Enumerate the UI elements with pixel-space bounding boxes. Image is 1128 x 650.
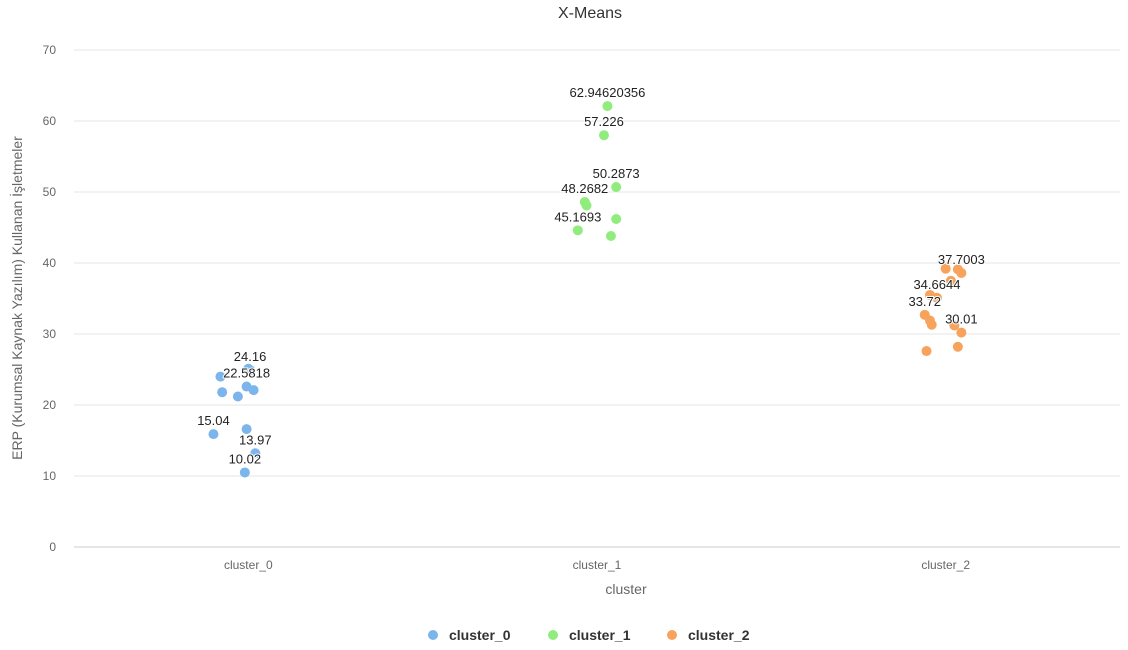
x-axis-ticks: cluster_0 cluster_1 cluster_2 [224, 558, 970, 572]
y-tick-label: 10 [43, 469, 57, 483]
y-tick-label: 0 [49, 540, 56, 554]
scatter-point-cluster-1[interactable] [605, 231, 616, 242]
scatter-point-cluster-1[interactable] [572, 225, 583, 236]
legend: cluster_0 cluster_1 cluster_2 [428, 627, 750, 643]
scatter-point-cluster-0[interactable] [250, 448, 261, 459]
legend-item-cluster-0[interactable]: cluster_0 [428, 627, 511, 643]
legend-label: cluster_1 [569, 627, 631, 643]
data-label: 57.226 [584, 114, 624, 129]
data-label: 62.94620356 [569, 85, 645, 100]
data-label: 33.72 [908, 294, 941, 309]
data-label: 10.02 [229, 451, 262, 466]
scatter-point-cluster-0[interactable] [208, 429, 219, 440]
data-label: 50.2873 [593, 166, 640, 181]
data-label: 45.1693 [554, 209, 601, 224]
y-tick-label: 40 [43, 256, 57, 270]
data-label: 48.2682 [561, 181, 608, 196]
scatter-point-cluster-1[interactable] [611, 182, 622, 193]
y-axis-ticks: 0 10 20 30 40 50 60 70 [43, 43, 57, 554]
data-label: 13.97 [239, 432, 272, 447]
scatter-point-cluster-1[interactable] [581, 200, 592, 211]
y-tick-label: 60 [43, 114, 57, 128]
legend-marker [667, 630, 677, 640]
scatter-point-cluster-2[interactable] [931, 292, 942, 303]
x-tick-label: cluster_0 [224, 558, 273, 572]
y-tick-label: 30 [43, 327, 57, 341]
y-tick-label: 20 [43, 398, 57, 412]
scatter-point-cluster-0[interactable] [217, 387, 228, 398]
legend-label: cluster_2 [688, 627, 750, 643]
points-layer [208, 101, 967, 478]
data-label: 15.04 [197, 413, 230, 428]
scatter-point-cluster-2[interactable] [952, 341, 963, 352]
chart-title: X-Means [558, 5, 622, 22]
data-label: 37.7003 [938, 252, 985, 267]
scatter-point-cluster-2[interactable] [940, 263, 951, 274]
scatter-point-cluster-2[interactable] [926, 319, 937, 330]
scatter-point-cluster-1[interactable] [602, 101, 613, 112]
x-tick-label: cluster_2 [921, 558, 970, 572]
y-tick-label: 50 [43, 185, 57, 199]
legend-label: cluster_0 [449, 627, 511, 643]
scatter-point-cluster-0[interactable] [245, 365, 256, 376]
data-label: 24.16 [234, 349, 267, 364]
scatter-point-cluster-1[interactable] [598, 130, 609, 141]
scatter-point-cluster-2[interactable] [921, 346, 932, 357]
scatter-point-cluster-2[interactable] [945, 275, 956, 286]
data-labels-layer: 22.5818 15.04 13.97 10.02 24.16 62.94620356 57… [196, 84, 986, 467]
legend-marker [428, 630, 438, 640]
scatter-point-cluster-0[interactable] [239, 467, 250, 478]
data-label: 30.01 [945, 312, 978, 327]
data-label: 22.5818 [223, 366, 270, 381]
scatter-point-cluster-0[interactable] [248, 385, 259, 396]
scatter-point-cluster-0[interactable] [241, 424, 252, 435]
legend-item-cluster-1[interactable]: cluster_1 [548, 627, 631, 643]
x-tick-label: cluster_1 [573, 558, 622, 572]
data-label: 34.6644 [913, 277, 960, 292]
legend-item-cluster-2[interactable]: cluster_2 [667, 627, 750, 643]
scatter-point-cluster-1[interactable] [611, 213, 622, 224]
scatter-point-cluster-2[interactable] [949, 320, 960, 331]
y-tick-label: 70 [43, 43, 57, 57]
legend-marker [548, 630, 558, 640]
scatter-point-cluster-2[interactable] [956, 267, 967, 278]
scatter-point-cluster-2[interactable] [956, 327, 967, 338]
y-axis-title: ERP (Kurumsal Kaynak Yazılım) Kullanan İ… [8, 136, 25, 460]
scatter-point-cluster-0[interactable] [215, 371, 226, 382]
scatter-point-cluster-0[interactable] [232, 391, 243, 402]
x-axis-title: cluster [605, 581, 647, 597]
